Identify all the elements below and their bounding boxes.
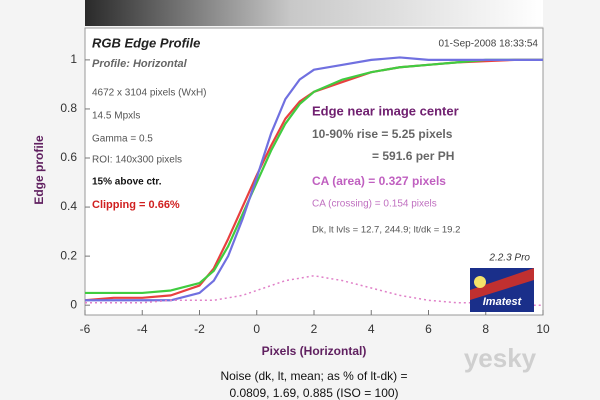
x-tick-label: 2 — [311, 322, 318, 336]
x-tick-label: -6 — [80, 322, 91, 336]
subtitle: Profile: Horizontal — [92, 58, 188, 70]
noise-text: 0.0809, 1.69, 0.885 (ISO = 100) — [229, 386, 398, 400]
info: Gamma = 0.5 — [92, 134, 153, 145]
y-tick-label: 0.2 — [60, 248, 77, 262]
logo-text: Imatest — [483, 296, 523, 308]
noise-text: Noise (dk, lt, mean; as % of lt-dk) = — [220, 369, 407, 383]
logo-stripe — [470, 268, 534, 300]
rise: 10-90% rise = 5.25 pixels — [312, 127, 453, 141]
date: 01-Sep-2008 18:33:54 — [438, 39, 538, 50]
plot-area — [84, 27, 544, 316]
x-tick-label: 6 — [425, 322, 432, 336]
x-tick-label: 0 — [253, 322, 260, 336]
x-tick-label: -2 — [194, 322, 205, 336]
y-tick-label: 0.4 — [60, 199, 77, 213]
y-tick-label: 0 — [70, 297, 77, 311]
watermark: yesky — [464, 343, 537, 373]
logo-dot — [474, 276, 486, 288]
results-heading: Edge near image center — [312, 103, 459, 118]
y-tick-label: 0.8 — [60, 101, 77, 115]
info: 15% above ctr. — [92, 177, 162, 188]
series-line — [85, 58, 543, 295]
y-tick-label: 1 — [70, 52, 77, 66]
version: 2.2.3 Pro — [488, 253, 530, 264]
info: 14.5 Mpxls — [92, 111, 140, 122]
levels: Dk, lt lvls = 12.7, 244.9; lt/dk = 19.2 — [312, 225, 460, 236]
x-tick-label: 8 — [482, 322, 489, 336]
ca-area: CA (area) = 0.327 pixels — [312, 174, 446, 188]
clipping: Clipping = 0.66% — [92, 199, 180, 211]
chart-title: RGB Edge Profile — [92, 35, 200, 50]
ca-crossing: CA (crossing) = 0.154 pixels — [312, 199, 437, 210]
y-axis-label: Edge profile — [32, 135, 46, 205]
x-tick-label: 10 — [536, 322, 550, 336]
series-line — [85, 275, 543, 306]
x-axis-label: Pixels (Horizontal) — [262, 344, 367, 358]
x-tick-label: -4 — [137, 322, 148, 336]
edge-strip — [85, 0, 543, 26]
info: ROI: 140x300 pixels — [92, 155, 182, 166]
y-tick-label: 0.6 — [60, 150, 77, 164]
x-tick-label: 4 — [368, 322, 375, 336]
info: 4672 x 3104 pixels (WxH) — [92, 88, 207, 99]
series-line — [85, 56, 543, 302]
per-ph: = 591.6 per PH — [372, 149, 454, 163]
